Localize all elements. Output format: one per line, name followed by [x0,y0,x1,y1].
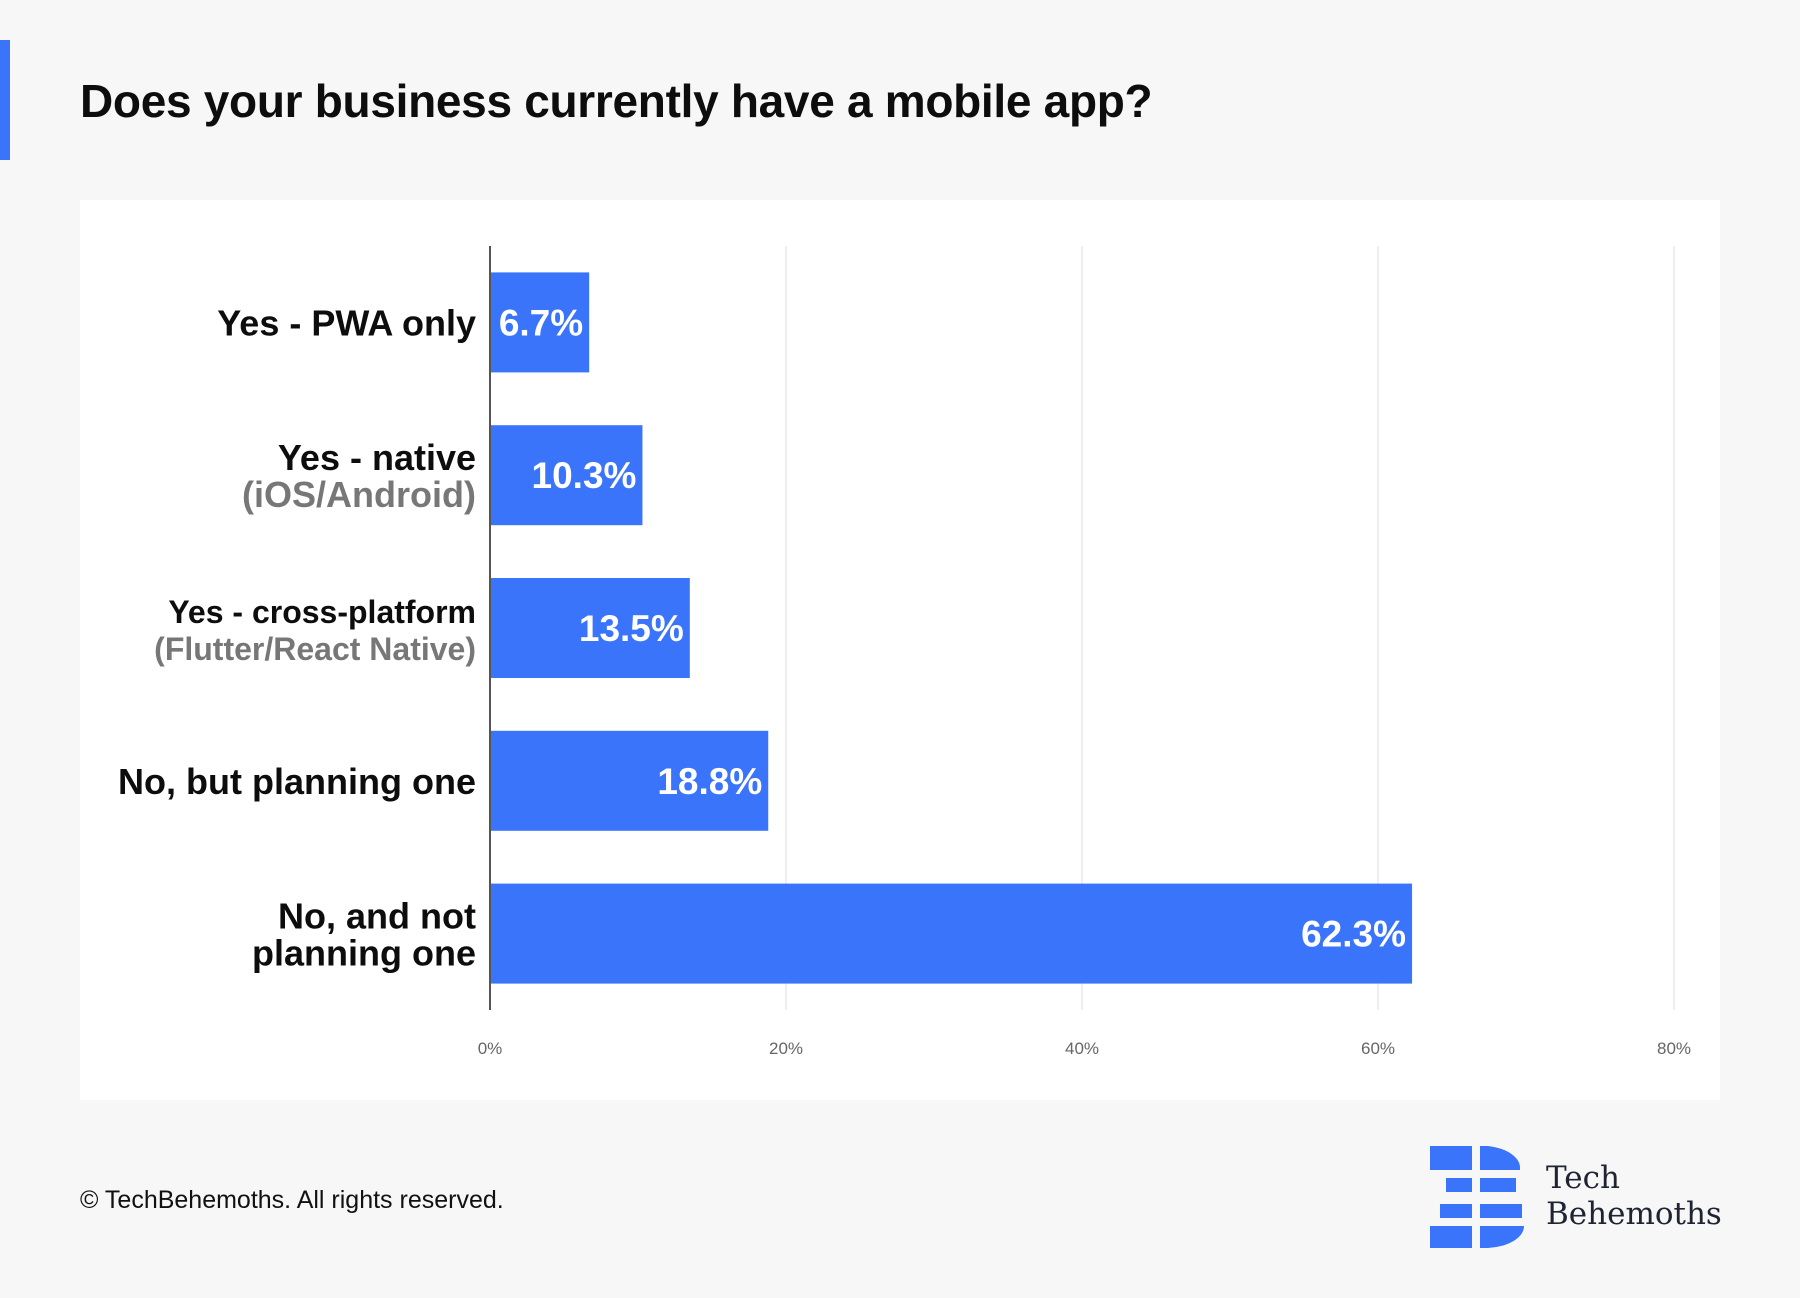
tick-label-layer: 0% 20% 40% 60% 80% [478,1039,1691,1058]
category-label: Yes - PWA only [217,302,476,343]
x-tick-label: 0% [478,1039,503,1058]
category-label: No, and not [278,896,476,937]
category-sublabel: planning one [252,933,476,974]
category-label: Yes - cross-platform [168,594,476,630]
copyright-text: © TechBehemoths. All rights reserved. [80,1186,504,1214]
category-label: Yes - native [278,437,476,478]
bar-layer: 6.7% 10.3% 13.5% 18.8% 62.3% [489,246,1413,1010]
category-label: No, but planning one [118,761,476,802]
category-label-layer: Yes - PWA only Yes - native(iOS/Android) Y… [118,302,476,973]
data-label: 13.5% [579,608,684,649]
brand-name-line-1: Tech [1546,1160,1620,1196]
bar-chart: 6.7%10.3%13.5%18.8%62.3% Yes - PWA onlyY… [118,246,1691,1058]
bar [490,578,690,678]
x-tick-label: 60% [1361,1039,1395,1058]
title-accent-bar [0,40,10,160]
data-label: 62.3% [1301,914,1406,955]
x-tick-label: 20% [769,1039,803,1058]
page-title: Does your business currently have a mobi… [80,75,1153,127]
grid-layer [785,246,1675,1010]
x-tick-label: 80% [1657,1039,1691,1058]
data-label: 10.3% [532,455,637,496]
bar [490,425,643,526]
bar [490,730,769,831]
bar [490,272,590,373]
category-sublabel: (iOS/Android) [242,474,476,515]
brand-name-line-2: Behemoths [1546,1196,1722,1232]
data-label: 6.7% [499,302,583,343]
chart-card: 6.7% 10.3% 13.5% 18.8% 62.3% Yes - PWA only Y… [80,200,1720,1100]
x-tick-label: 40% [1065,1039,1099,1058]
data-label: 18.8% [657,761,762,802]
brand-name: Tech Behemoths [1546,1160,1722,1232]
bar [490,883,1413,984]
category-sublabel: (Flutter/React Native) [154,631,476,667]
techbehemoths-logo-icon [1430,1146,1524,1248]
